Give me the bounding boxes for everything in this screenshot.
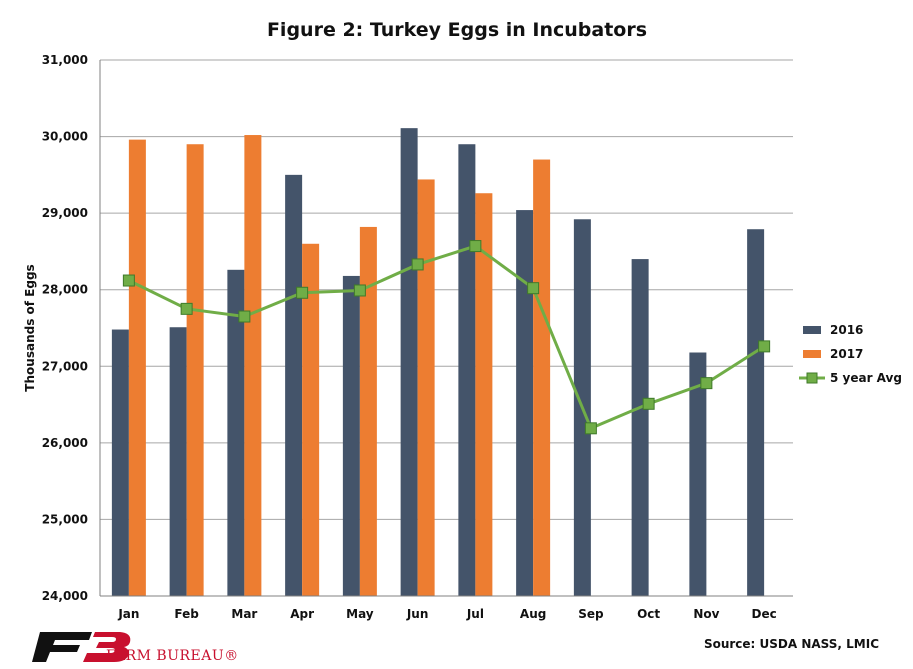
bar-2016-jul bbox=[458, 144, 476, 596]
y-tick-label: 29,000 bbox=[42, 206, 88, 220]
legend-label: 5 year Avg bbox=[830, 371, 902, 385]
bar-2017-feb bbox=[186, 144, 204, 596]
y-tick-label: 30,000 bbox=[42, 130, 88, 144]
avg-point-jul bbox=[469, 240, 482, 253]
x-tick-label: Aug bbox=[520, 607, 546, 621]
avg-point-mar bbox=[238, 310, 251, 323]
x-tick-label: Feb bbox=[174, 607, 199, 621]
avg-point-feb bbox=[180, 302, 193, 315]
x-tick-label: Oct bbox=[637, 607, 660, 621]
bar-2017-may bbox=[359, 226, 377, 596]
x-tick-label: Apr bbox=[290, 607, 314, 621]
x-tick-label: Jun bbox=[406, 607, 429, 621]
y-tick-label: 24,000 bbox=[42, 589, 88, 603]
bar-2016-jan bbox=[111, 329, 129, 596]
avg-point-jun bbox=[411, 258, 424, 271]
x-tick-label: May bbox=[346, 607, 374, 621]
bar-2016-feb bbox=[169, 327, 187, 596]
y-tick-label: 31,000 bbox=[42, 53, 88, 67]
avg-point-dec bbox=[758, 340, 771, 353]
x-tick-label: Mar bbox=[231, 607, 257, 621]
bar-2016-mar bbox=[227, 269, 245, 596]
bar-2017-mar bbox=[244, 135, 262, 597]
legend-swatch-2016 bbox=[803, 326, 821, 334]
bar-2016-aug bbox=[516, 210, 534, 596]
legend-label: 2016 bbox=[830, 323, 863, 337]
brand-name: FARM BUREAU® bbox=[106, 648, 239, 664]
source-note: Source: USDA NASS, LMIC bbox=[704, 637, 879, 651]
legend-swatch-2017 bbox=[803, 350, 821, 358]
x-tick-label: Sep bbox=[578, 607, 604, 621]
avg-series-line bbox=[128, 244, 765, 431]
avg-point-sep bbox=[584, 422, 597, 435]
bar-2017-jul bbox=[475, 193, 493, 596]
farm-bureau-logo-icon bbox=[32, 632, 131, 662]
chart-title: Figure 2: Turkey Eggs in Incubators bbox=[267, 19, 647, 41]
gridlines bbox=[100, 59, 793, 520]
legend-marker-avg bbox=[806, 372, 818, 384]
bar-2016-may bbox=[342, 275, 360, 596]
legend-label: 2017 bbox=[830, 347, 863, 361]
bar-2016-jun bbox=[400, 128, 418, 597]
x-tick-label: Dec bbox=[752, 607, 777, 621]
avg-point-aug bbox=[527, 282, 540, 295]
avg-point-oct bbox=[642, 397, 655, 410]
avg-point-jan bbox=[122, 274, 135, 287]
bar-2016-apr bbox=[285, 174, 303, 596]
bar-2017-apr bbox=[302, 243, 320, 596]
bar-2016-dec bbox=[747, 229, 765, 597]
avg-point-apr bbox=[296, 286, 309, 299]
x-tick-label: Jul bbox=[466, 607, 484, 621]
y-axis-label: Thousands of Eggs bbox=[23, 264, 37, 391]
bar-2017-aug bbox=[533, 159, 551, 597]
y-tick-label: 26,000 bbox=[42, 436, 88, 450]
bar-2016-oct bbox=[631, 259, 649, 596]
y-tick-label: 27,000 bbox=[42, 359, 88, 373]
avg-point-nov bbox=[700, 377, 713, 390]
bar-2017-jun bbox=[417, 179, 435, 597]
y-tick-label: 28,000 bbox=[42, 283, 88, 297]
axes: 24,000 25,000 26,000 27,000 28,000 29,000 30,0… bbox=[42, 53, 793, 621]
avg-point-may bbox=[353, 284, 366, 297]
x-tick-label: Jan bbox=[117, 607, 139, 621]
x-tick-label: Nov bbox=[693, 607, 719, 621]
bar-2016-nov bbox=[689, 352, 707, 596]
legend: 2016 2017 5 year Avg bbox=[799, 323, 902, 385]
y-tick-label: 25,000 bbox=[42, 512, 88, 526]
average-line bbox=[122, 240, 771, 435]
bar-2017-jan bbox=[128, 139, 146, 597]
bars bbox=[111, 128, 765, 597]
